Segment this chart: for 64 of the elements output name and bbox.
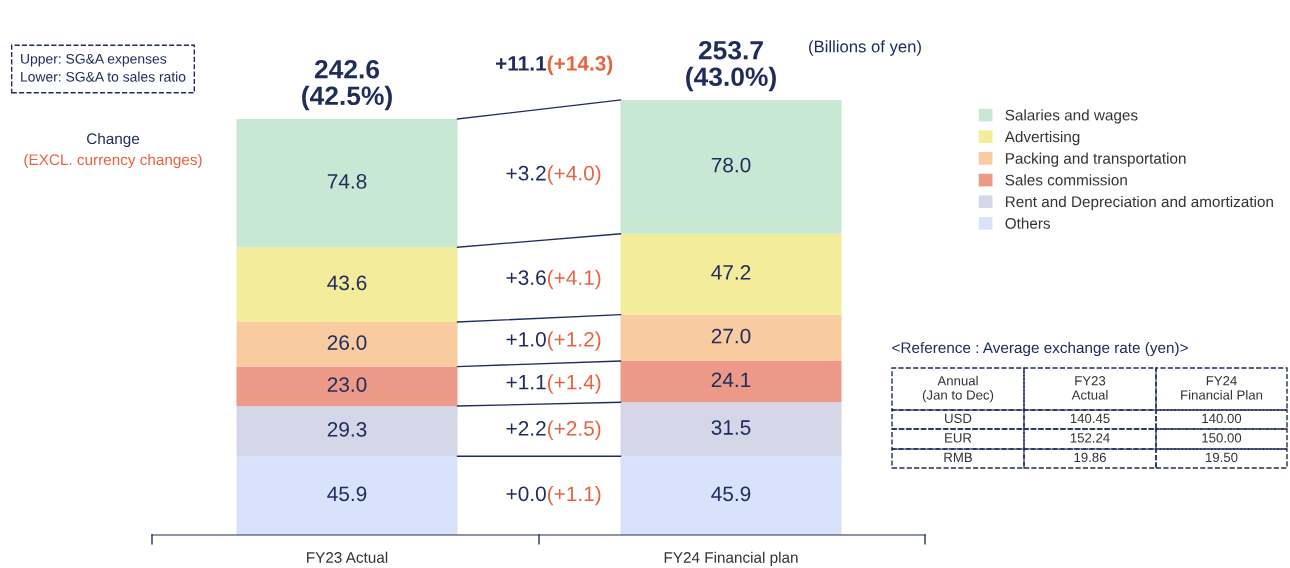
text: 140.45 [1070,413,1110,424]
data-label: 45.9 [711,486,751,502]
bar [236,456,458,535]
data-label: 47.2 [711,265,751,280]
annotation: <Reference : Average exchange rate (yen)> [892,341,1188,357]
annotation: +1.0 [506,331,546,347]
annotation: (+4.0) [547,165,601,185]
text: (+14.3) [547,55,613,75]
annotation: +3.2 [506,165,546,181]
data-label: 43.6 [327,275,367,291]
bar [620,314,842,361]
text: 152.24 [1070,433,1110,443]
data-label: 45.9 [327,486,367,502]
text: EUR [945,433,972,443]
legend-label: Sales commission [1005,174,1127,186]
bar [236,247,458,323]
text: 150.00 [1202,433,1242,443]
bar [620,360,842,403]
x-tick-label: FY24 Financial plan [664,551,798,566]
annotation: (+1.1) [547,485,601,506]
text: USD [945,413,972,424]
data-label: 74.8 [327,174,367,189]
bar [236,366,458,407]
text: 19.50 [1206,452,1238,463]
total-label: 242.6 (42.5%) [302,59,392,111]
bar [620,233,842,315]
data-label: 78.0 [711,157,751,173]
text: +11.1 [495,56,547,71]
data-label: 24.1 [711,372,751,388]
legend-label: Salaries and wages [1005,109,1138,124]
legend-label: Packing and transportation [1005,152,1186,167]
bar [620,402,842,457]
bar [236,119,458,248]
annotation: +2.2 [506,421,546,436]
annotation: (+1.2) [547,331,601,351]
annotation: +1.1 [506,375,546,390]
bar [620,456,842,535]
annotation: Annual (Jan to Dec) [922,375,994,403]
legend-label: Others [1005,217,1051,229]
legend-label: Advertising [1004,130,1080,146]
bar [236,406,458,457]
text: FY23 Actual [1071,376,1108,400]
total-label: 253.7 (43.0%) [686,40,776,92]
annotation: +0.0 [506,486,546,502]
data-label: 27.0 [711,328,751,344]
annotation: (+4.1) [547,269,601,290]
data-label: 29.3 [327,422,367,437]
bar [620,100,842,234]
data-label: 23.0 [327,377,367,392]
text: Change [87,132,140,148]
legend-label: Rent and Depreciation and amortization [1005,195,1273,211]
text: 140.00 [1202,413,1242,424]
annotation: (EXCL. currency changes) [24,153,202,169]
data-label: 26.0 [327,335,367,350]
data-label: 31.5 [711,420,751,435]
annotation: +3.6 [506,270,546,286]
text: RMB [944,452,972,462]
text: Upper: SG&A expenses Lower: SG&A to sales ratio [21,53,186,82]
annotation: (+2.5) [547,420,601,440]
text: (Billions of yen) [809,40,921,56]
text: 19.86 [1074,452,1106,463]
bar [236,322,458,367]
annotation: (+1.4) [547,374,601,394]
text: FY24 Financial Plan [1181,376,1263,400]
